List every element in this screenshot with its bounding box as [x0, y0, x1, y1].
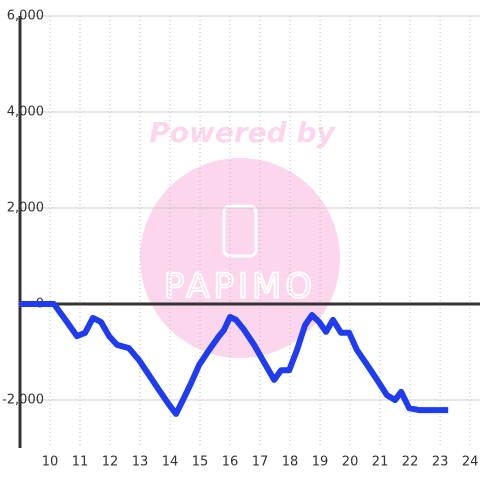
- watermark-text: Powered by: [149, 116, 336, 149]
- x-tick-label: 15: [192, 455, 209, 470]
- y-tick-label: 4,000: [7, 105, 44, 120]
- x-tick-label: 17: [252, 455, 269, 470]
- line: [19, 301, 449, 417]
- x-tick-label: 19: [312, 455, 329, 470]
- x-tick-label: 18: [282, 455, 299, 470]
- x-tick-label: 21: [372, 455, 389, 470]
- x-tick-label: 12: [102, 455, 119, 470]
- x-tick-label: 22: [402, 455, 419, 470]
- x-tick-label: 24: [462, 455, 479, 470]
- watermark-icon: [222, 204, 258, 258]
- y-tick-label: 6,000: [7, 9, 44, 24]
- x-tick-label: 13: [132, 455, 149, 470]
- x-tick-label: 16: [222, 455, 239, 470]
- watermark-logo: PAPIMO: [164, 267, 316, 307]
- x-tick-label: 20: [342, 455, 359, 470]
- x-tick-label: 11: [72, 455, 89, 470]
- x-tick-label: 14: [162, 455, 179, 470]
- y-tick-label: 2,000: [7, 201, 44, 216]
- x-tick-label: 10: [42, 455, 59, 470]
- y-tick-label: -2,000: [2, 393, 44, 408]
- x-tick-label: 23: [432, 455, 449, 470]
